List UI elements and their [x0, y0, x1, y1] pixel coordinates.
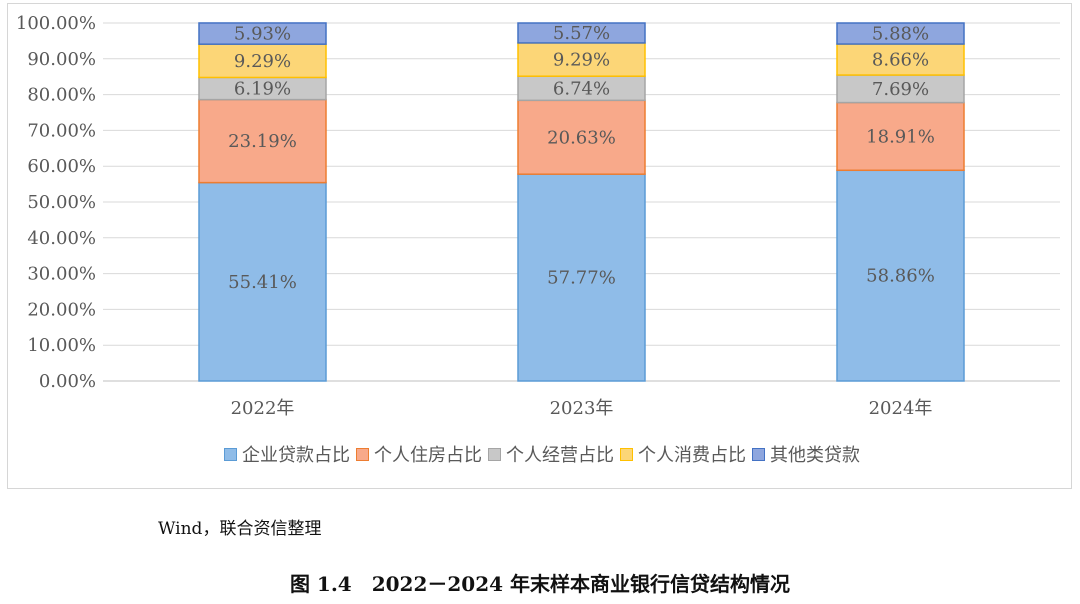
data-label: 5.88%: [872, 24, 929, 45]
bar-segment: [198, 22, 327, 45]
legend-swatch: [224, 447, 237, 461]
bar-segment: [836, 101, 965, 172]
data-label: 55.41%: [228, 272, 297, 293]
legend-label: 企业贷款占比: [242, 445, 350, 466]
data-label: 57.77%: [547, 268, 616, 289]
y-tick-label: 50.00%: [27, 192, 96, 213]
legend-swatch: [752, 447, 765, 461]
bar-segment: [517, 99, 646, 175]
data-label: 6.74%: [553, 78, 610, 99]
data-label: 8.66%: [872, 50, 929, 71]
y-tick-label: 10.00%: [27, 335, 96, 356]
data-label: 5.57%: [553, 23, 610, 44]
data-label: 23.19%: [228, 131, 297, 152]
legend-item: 个人住房占比: [352, 441, 482, 467]
legend-label: 其他类贷款: [770, 445, 860, 466]
bar-segment: [836, 169, 965, 382]
data-label: 9.29%: [553, 50, 610, 71]
y-tick-label: 80.00%: [27, 85, 96, 106]
x-tick-label: 2022年: [231, 398, 295, 419]
y-tick-label: 60.00%: [27, 156, 96, 177]
bar-segment: [517, 173, 646, 382]
legend-item: 个人经营占比: [484, 441, 614, 467]
bar-segment: [836, 22, 965, 45]
bar-segment: [198, 98, 327, 184]
legend-label: 个人住房占比: [374, 445, 482, 466]
y-tick-label: 0.00%: [39, 371, 96, 392]
data-label: 6.19%: [234, 79, 291, 100]
legend-swatch: [488, 447, 501, 461]
legend-item: 企业贷款占比: [220, 441, 350, 467]
x-tick-label: 2023年: [550, 398, 614, 419]
figure-caption: 图 1.4 2022－2024 年末样本商业银行信贷结构情况: [289, 572, 791, 596]
y-tick-label: 70.00%: [27, 120, 96, 141]
legend-label: 个人消费占比: [638, 445, 746, 466]
data-label: 9.29%: [234, 51, 291, 72]
data-label: 5.93%: [234, 24, 291, 45]
data-label: 7.69%: [872, 79, 929, 100]
x-tick-label: 2024年: [869, 398, 933, 419]
y-tick-label: 100.00%: [16, 13, 96, 34]
y-tick-label: 20.00%: [27, 299, 96, 320]
y-tick-label: 30.00%: [27, 264, 96, 285]
legend-swatch: [620, 447, 633, 461]
bar-segment: [836, 74, 965, 104]
source-note: Wind，联合资信整理: [158, 519, 322, 539]
legend-item: 个人消费占比: [616, 441, 746, 467]
data-label: 20.63%: [547, 127, 616, 148]
legend-label: 个人经营占比: [506, 445, 614, 466]
legend-swatch: [356, 447, 369, 461]
stacked-bar-chart: 0.00% 10.00% 20.00% 30.00% 40.00% 50.00% 60.00…: [16, 13, 1060, 419]
y-tick-label: 90.00%: [27, 49, 96, 70]
bar-segment: [198, 181, 327, 382]
chart-legend: 企业贷款占比 个人住房占比 个人经营占比 个人消费占比 其他类贷款: [0, 441, 1080, 467]
bar-segment: [517, 22, 646, 44]
y-tick-label: 40.00%: [27, 228, 96, 249]
legend-item: 其他类贷款: [748, 441, 860, 467]
bar-segment: [836, 43, 965, 76]
bar-segment: [517, 42, 646, 77]
data-label: 18.91%: [866, 126, 935, 147]
data-label: 58.86%: [866, 266, 935, 287]
bar-segment: [198, 43, 327, 79]
